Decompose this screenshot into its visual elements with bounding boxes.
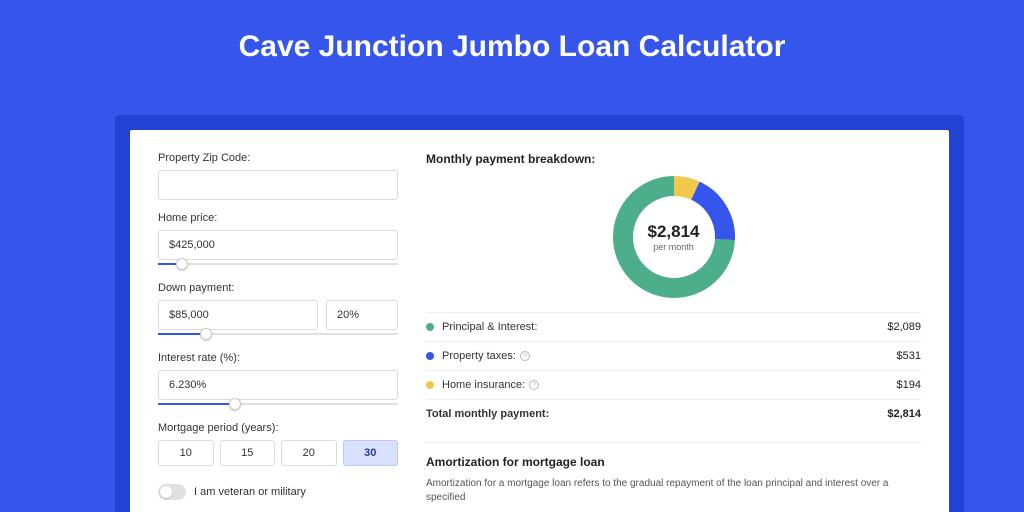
calculator-card: Property Zip Code: Home price: Down paym… [130, 130, 949, 512]
form-column: Property Zip Code: Home price: Down paym… [158, 152, 398, 512]
legend-row: Property taxes: ?$531 [426, 342, 921, 371]
period-option-10[interactable]: 10 [158, 440, 214, 466]
legend-label: Property taxes: ? [442, 350, 897, 362]
legend-dot [426, 323, 434, 331]
legend-total-row: Total monthly payment:$2,814 [426, 400, 921, 428]
breakdown-title: Monthly payment breakdown: [426, 152, 921, 166]
home-price-label: Home price: [158, 212, 398, 224]
period-option-15[interactable]: 15 [220, 440, 276, 466]
amortization-section: Amortization for mortgage loan Amortizat… [426, 442, 921, 505]
donut-center-value: $2,814 [648, 222, 700, 242]
legend-label: Home insurance: ? [442, 379, 897, 391]
info-icon[interactable]: ? [520, 351, 530, 361]
donut-chart: $2,814 per month [426, 176, 921, 298]
breakdown-legend: Principal & Interest:$2,089Property taxe… [426, 312, 921, 428]
legend-dot [426, 381, 434, 389]
home-price-input[interactable] [158, 230, 398, 260]
period-option-30[interactable]: 30 [343, 440, 399, 466]
legend-value: $194 [897, 379, 921, 391]
zip-input[interactable] [158, 170, 398, 200]
period-label: Mortgage period (years): [158, 422, 398, 434]
veteran-toggle[interactable] [158, 484, 186, 500]
down-payment-percent-input[interactable] [326, 300, 398, 330]
legend-value: $531 [897, 350, 921, 362]
amortization-title: Amortization for mortgage loan [426, 455, 921, 469]
period-option-20[interactable]: 20 [281, 440, 337, 466]
legend-value: $2,089 [887, 321, 921, 333]
interest-rate-input[interactable] [158, 370, 398, 400]
legend-label: Principal & Interest: [442, 321, 887, 333]
breakdown-column: Monthly payment breakdown: $2,814 per mo… [426, 152, 921, 512]
donut-center-label: per month [648, 242, 700, 252]
legend-total-value: $2,814 [887, 408, 921, 420]
veteran-label: I am veteran or military [194, 486, 306, 498]
down-payment-slider[interactable] [158, 328, 398, 340]
down-payment-label: Down payment: [158, 282, 398, 294]
amortization-text: Amortization for a mortgage loan refers … [426, 477, 921, 505]
legend-row: Principal & Interest:$2,089 [426, 313, 921, 342]
home-price-slider[interactable] [158, 258, 398, 270]
info-icon[interactable]: ? [529, 380, 539, 390]
zip-label: Property Zip Code: [158, 152, 398, 164]
legend-total-label: Total monthly payment: [426, 408, 887, 420]
legend-dot [426, 352, 434, 360]
page-title: Cave Junction Jumbo Loan Calculator [0, 0, 1024, 84]
interest-rate-slider[interactable] [158, 398, 398, 410]
interest-rate-label: Interest rate (%): [158, 352, 398, 364]
period-options: 10152030 [158, 440, 398, 466]
legend-row: Home insurance: ?$194 [426, 371, 921, 400]
down-payment-amount-input[interactable] [158, 300, 318, 330]
